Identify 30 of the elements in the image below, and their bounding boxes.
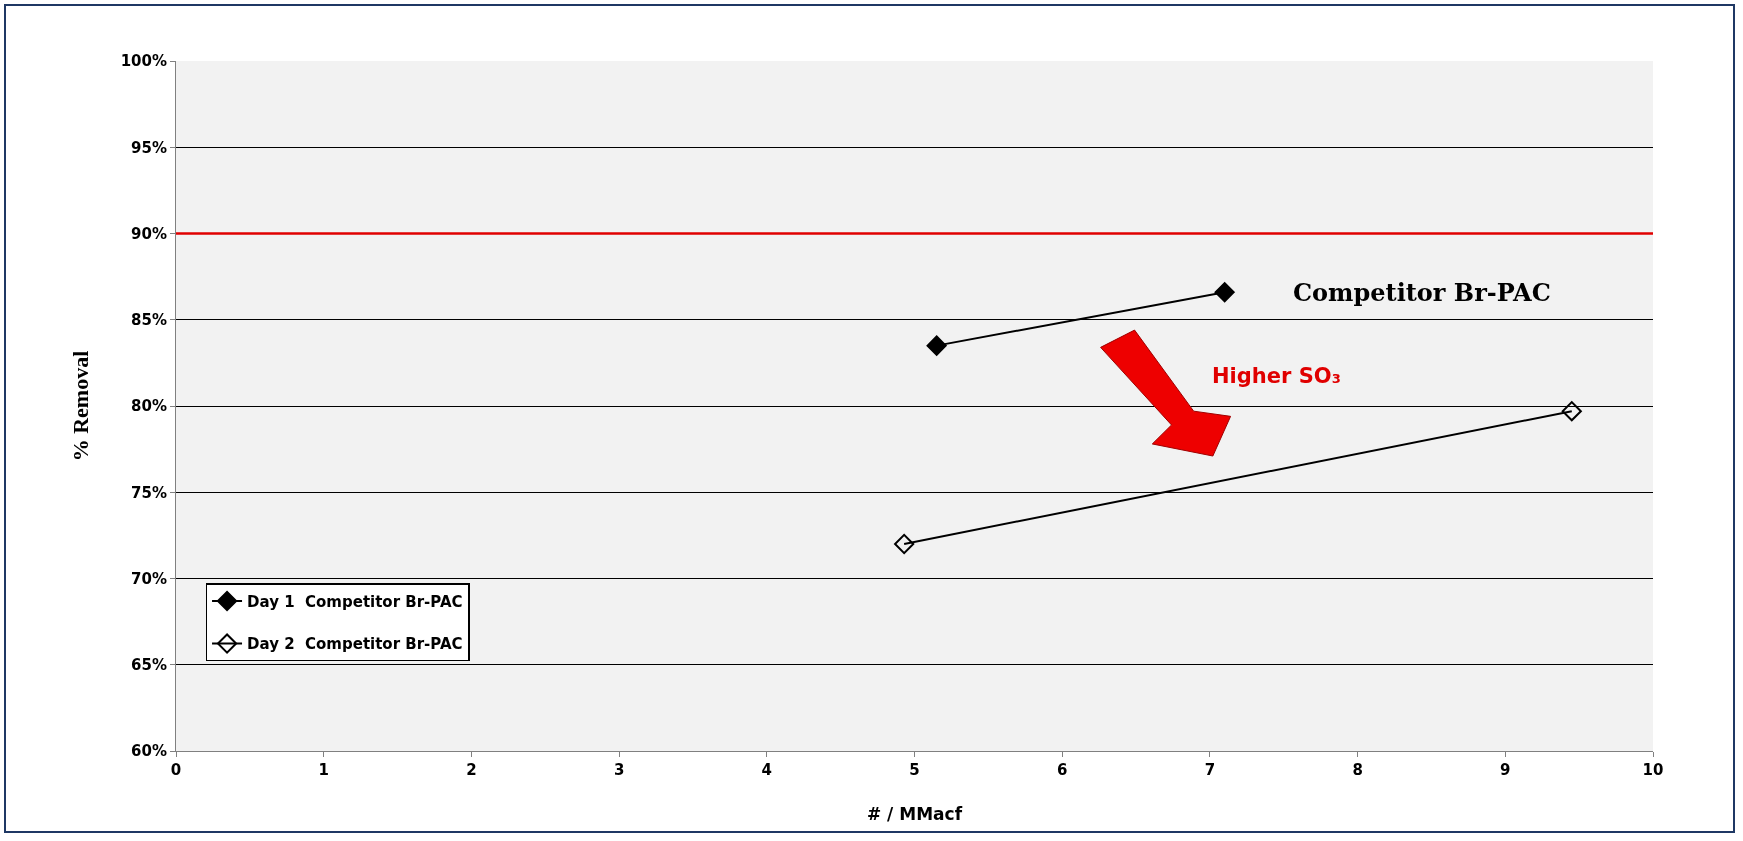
point <box>926 335 947 356</box>
point <box>894 533 915 555</box>
x-tick-label: 6 <box>1056 761 1068 779</box>
y-tick-label: 60% <box>131 742 167 761</box>
y-tick-label: 75% <box>131 483 167 502</box>
legend-label: Day 1 Competitor Br-PAC <box>247 592 463 611</box>
y-axis-title: % Removal <box>68 350 94 462</box>
x-tick-label: 10 <box>1642 761 1664 779</box>
y-tick-label: 85% <box>131 311 167 329</box>
x-tick-label: 9 <box>1500 761 1511 779</box>
point <box>1561 401 1582 422</box>
x-tick-label: 8 <box>1352 761 1363 779</box>
y-tick-label: 95% <box>131 138 167 157</box>
x-tick-label: 0 <box>170 761 182 779</box>
y-tick-label: 90% <box>131 224 167 243</box>
x-tick-label: 7 <box>1204 761 1216 779</box>
y-tick-label: 65% <box>131 656 167 674</box>
x-tick-label: 4 <box>761 761 773 779</box>
y-tick-label: 80% <box>131 397 167 416</box>
x-axis-title: # / MMacf <box>866 804 963 825</box>
y-tick-label: 70% <box>131 569 167 588</box>
x-tick-label: 1 <box>318 761 329 779</box>
x-tick-label: 3 <box>613 761 625 779</box>
annotation: Competitor Br-PAC <box>1293 278 1551 307</box>
y-tick-label: 100% <box>120 52 167 71</box>
annotation: Higher SO₃ <box>1212 364 1341 388</box>
point <box>1214 282 1235 303</box>
legend-label: Day 2 Competitor Br-PAC <box>247 635 463 654</box>
x-tick-label: 5 <box>909 761 920 779</box>
x-tick-label: 2 <box>466 761 477 779</box>
